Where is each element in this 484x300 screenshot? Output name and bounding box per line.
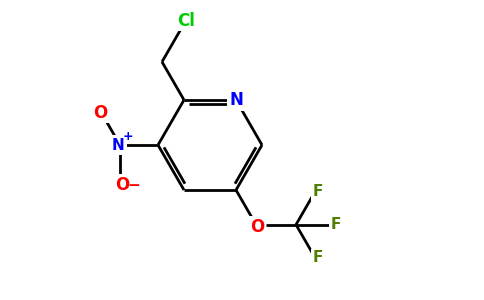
Text: −: − — [128, 178, 140, 193]
Text: N: N — [112, 137, 124, 152]
Text: F: F — [313, 184, 323, 199]
Text: Cl: Cl — [177, 12, 195, 30]
Text: F: F — [331, 217, 341, 232]
Text: O: O — [93, 104, 107, 122]
Text: O: O — [250, 218, 264, 236]
Text: F: F — [313, 250, 323, 266]
Text: N: N — [229, 91, 243, 109]
Text: +: + — [122, 130, 133, 143]
Text: O: O — [115, 176, 129, 194]
